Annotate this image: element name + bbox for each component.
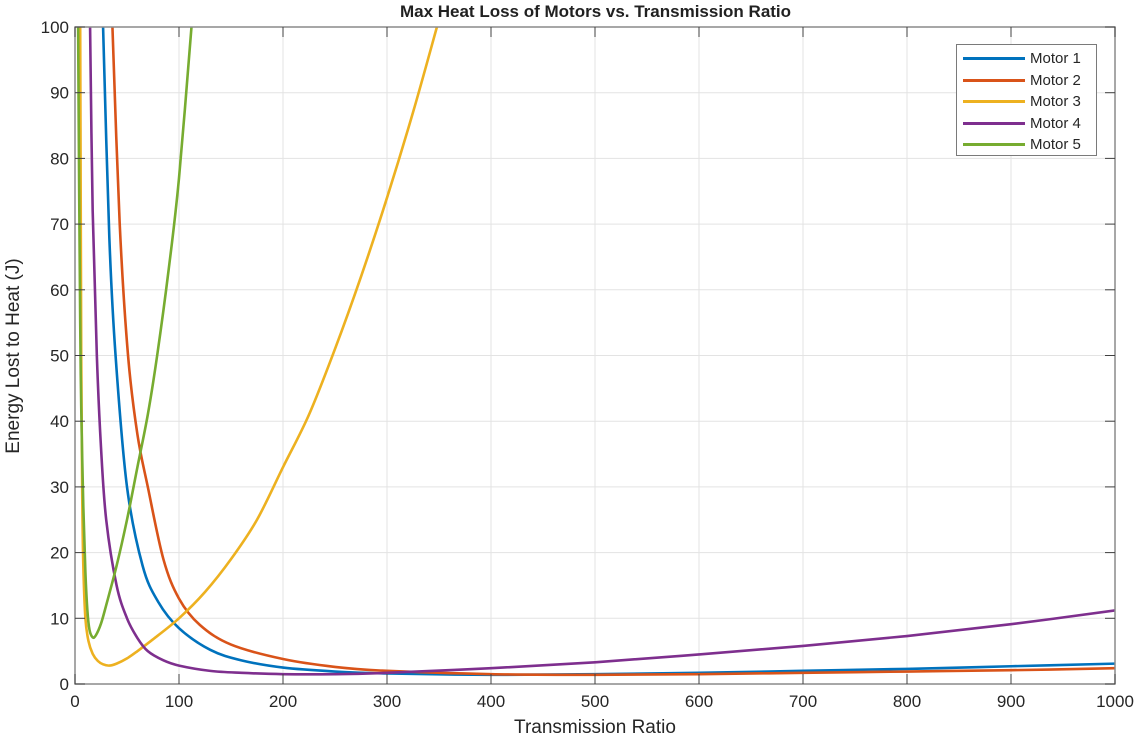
legend-label: Motor 1 — [1030, 50, 1081, 68]
y-tick-label: 10 — [50, 609, 69, 628]
x-tick-label: 800 — [893, 692, 921, 711]
x-tick-label: 700 — [789, 692, 817, 711]
legend-swatch — [963, 100, 1025, 104]
legend-item: Motor 2 — [963, 70, 1096, 92]
legend-swatch — [963, 57, 1025, 61]
legend: Motor 1 Motor 2 Motor 3 Motor 4 Motor 5 — [956, 44, 1097, 156]
legend-label: Motor 3 — [1030, 93, 1081, 111]
legend-label: Motor 2 — [1030, 71, 1081, 89]
y-tick-label: 60 — [50, 281, 69, 300]
series-line-motor-4 — [88, 27, 1115, 676]
legend-item: Motor 3 — [963, 91, 1096, 113]
legend-label: Motor 5 — [1030, 136, 1081, 154]
x-tick-label: 100 — [165, 692, 193, 711]
x-tick-label: 300 — [373, 692, 401, 711]
legend-item: Motor 5 — [963, 134, 1096, 156]
legend-swatch — [963, 78, 1025, 82]
y-tick-label: 20 — [50, 544, 69, 563]
y-tick-label: 80 — [50, 149, 69, 168]
y-tick-label: 30 — [50, 478, 69, 497]
x-tick-label: 900 — [997, 692, 1025, 711]
y-tick-label: 0 — [60, 675, 69, 694]
y-tick-label: 40 — [50, 412, 69, 431]
x-axis-label: Transmission Ratio — [514, 717, 676, 738]
x-tick-label: 200 — [269, 692, 297, 711]
x-tick-label: 400 — [477, 692, 505, 711]
series-line-motor-5 — [76, 27, 193, 640]
legend-item: Motor 4 — [963, 113, 1096, 135]
x-tick-label: 500 — [581, 692, 609, 711]
legend-swatch — [963, 143, 1025, 147]
y-axis-label: Energy Lost to Heat (J) — [3, 258, 24, 454]
legend-item: Motor 1 — [963, 48, 1096, 70]
x-tick-label: 600 — [685, 692, 713, 711]
chart-title: Max Heat Loss of Motors vs. Transmission… — [399, 2, 792, 21]
legend-swatch — [963, 121, 1025, 125]
series-line-motor-2 — [111, 27, 1115, 677]
legend-label: Motor 4 — [1030, 114, 1081, 132]
y-tick-label: 90 — [50, 84, 69, 103]
series-line-motor-3 — [78, 27, 439, 667]
series-line-motor-1 — [101, 27, 1115, 677]
x-tick-label: 1000 — [1096, 692, 1134, 711]
y-tick-label: 100 — [41, 18, 69, 37]
y-tick-label: 50 — [50, 347, 69, 366]
x-tick-label: 0 — [70, 692, 79, 711]
y-tick-label: 70 — [50, 215, 69, 234]
